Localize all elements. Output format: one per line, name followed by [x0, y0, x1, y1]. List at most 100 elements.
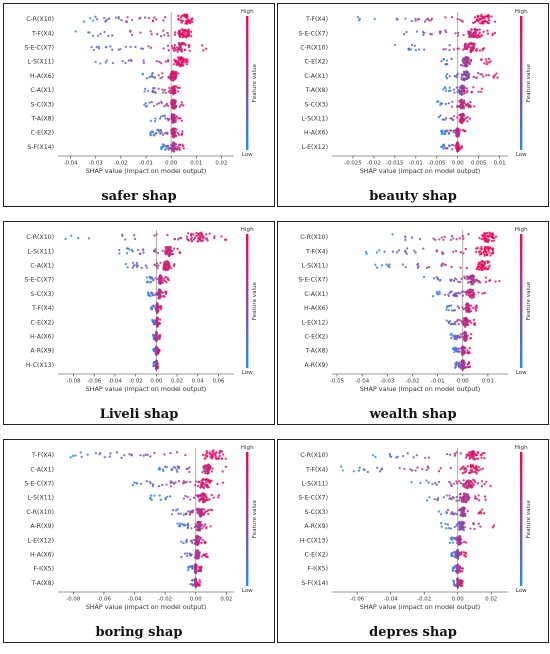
x-tick-label: 0.00 [165, 161, 178, 167]
shap-point [182, 104, 185, 107]
shap-point [468, 31, 471, 34]
shap-point [451, 100, 454, 103]
x-tick-label: -0.06 [350, 597, 365, 603]
shap-point [451, 348, 455, 351]
shap-point [155, 361, 158, 365]
shap-point [109, 45, 112, 48]
shap-point [432, 237, 435, 240]
shap-point [156, 278, 160, 281]
x-tick-label: -0.06 [87, 379, 102, 385]
shap-point [477, 280, 480, 284]
shap-point [445, 77, 449, 80]
shap-point [172, 91, 175, 94]
x-tick-label: -0.03 [89, 161, 103, 167]
chart-wealth: C-R(X10) T-F(X4) L-S(X11) S-E-C(X7) C-A(X1) H… [298, 227, 532, 393]
shap-point [178, 144, 181, 147]
shap-point [442, 144, 446, 147]
shap-point [459, 129, 462, 132]
shap-point [483, 260, 486, 264]
shap-point [444, 89, 447, 92]
shap-point [458, 361, 461, 364]
feature-row [90, 41, 208, 53]
feature-row [160, 141, 185, 153]
shap-point [479, 17, 482, 20]
shap-point [193, 542, 196, 545]
shap-point [464, 554, 467, 557]
shap-point [198, 508, 201, 511]
shap-point [447, 89, 451, 93]
shap-point [169, 451, 172, 455]
shap-point [466, 56, 470, 60]
shap-point [222, 453, 225, 456]
caption-depres: depres shap [369, 625, 457, 640]
shap-point [178, 251, 181, 254]
shap-point [473, 105, 476, 108]
shap-point [130, 33, 134, 37]
shap-point [90, 46, 93, 49]
shap-point [202, 525, 205, 528]
shap-point [410, 481, 413, 484]
shap-point [480, 87, 484, 90]
shap-point [472, 522, 475, 525]
shap-point [160, 62, 163, 65]
shap-point [448, 541, 452, 545]
shap-point [180, 21, 183, 24]
shap-point [481, 49, 484, 52]
shap-point [199, 481, 203, 485]
shap-point [452, 131, 455, 134]
shap-point [173, 482, 176, 485]
feature-label: S-E-C(X7) [298, 495, 328, 502]
shap-point [197, 495, 200, 499]
shap-point [444, 16, 447, 19]
shap-point [180, 133, 183, 137]
feature-label: C-A(X1) [30, 263, 54, 270]
shap-point [168, 495, 172, 498]
shap-point [141, 47, 145, 50]
shap-point [470, 450, 473, 453]
shap-point [488, 278, 492, 282]
feature-row [157, 463, 228, 475]
shap-point [440, 60, 443, 63]
shap-point [220, 457, 224, 460]
shap-point [452, 482, 456, 485]
shap-point [167, 267, 170, 270]
shap-point [449, 129, 453, 132]
shap-point [450, 265, 453, 268]
feature-label: L-E(X12) [28, 537, 54, 544]
shap-point [449, 278, 452, 282]
shap-point [464, 247, 468, 251]
shap-point [457, 88, 461, 92]
shap-point [480, 252, 483, 255]
shap-point [181, 19, 184, 22]
shap-point [467, 75, 470, 78]
shap-point [218, 454, 221, 457]
shap-point [201, 453, 205, 457]
shap-point [470, 309, 473, 313]
shap-point [189, 480, 192, 484]
shap-point [449, 482, 452, 485]
shap-point [470, 91, 473, 94]
shap-point [473, 323, 477, 326]
x-tick-label: -0.02 [367, 161, 381, 167]
x-tick-label: -0.04 [108, 379, 123, 385]
shap-point [465, 293, 468, 296]
shap-point [482, 252, 485, 255]
shap-point [151, 73, 154, 76]
shap-point [455, 144, 459, 148]
shap-point [481, 15, 485, 18]
feature-row [451, 345, 471, 357]
shap-point [455, 75, 459, 79]
feature-row [449, 330, 473, 343]
shap-point [151, 318, 154, 322]
shap-point [467, 350, 471, 354]
shap-point [462, 506, 465, 509]
colorbar-low-label: Low [242, 152, 253, 158]
shap-point [174, 70, 178, 74]
shap-point [485, 253, 489, 257]
shap-point [468, 346, 471, 350]
shap-point [154, 277, 157, 280]
shap-point [162, 29, 165, 32]
shap-point [172, 247, 176, 250]
shap-point [455, 348, 458, 352]
panel-depres: C-R(X10) T-F(X4) L-S(X11) S-E-C(X7) S-C(X3) A… [277, 439, 549, 643]
